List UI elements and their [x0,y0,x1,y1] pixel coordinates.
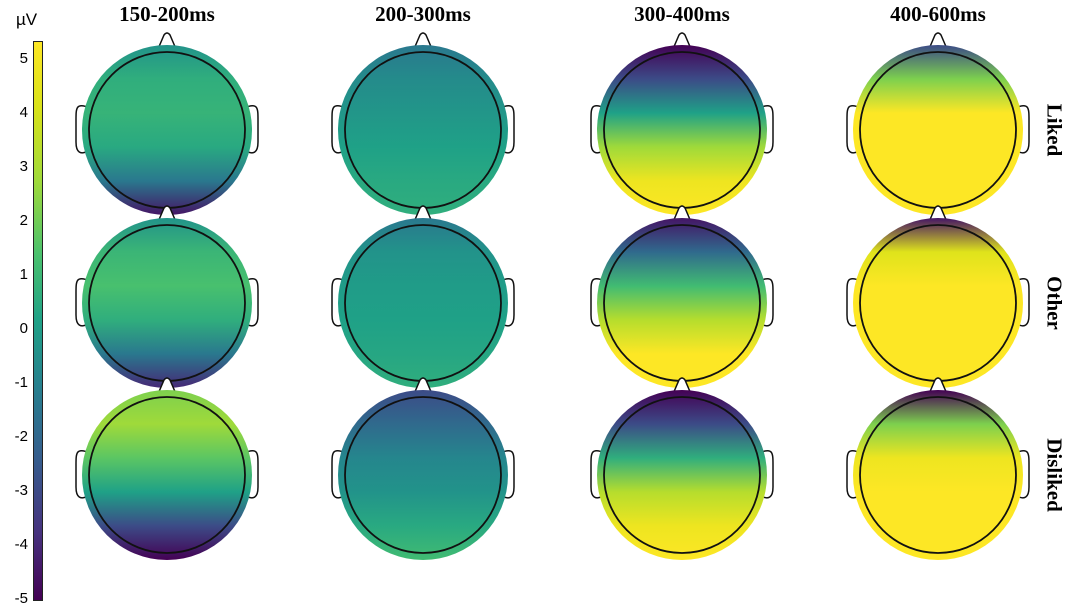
topomap [590,205,774,388]
topomap [75,32,259,215]
colorbar-tick-label: -3 [14,482,28,499]
topomap [846,205,1030,388]
nose-outline [928,377,948,395]
nose-outline [157,205,177,223]
nose-outline [413,377,433,395]
colorbar-tick-label: 1 [19,266,28,283]
scalp-potential-map [338,218,508,388]
colorbar-tick-label: 3 [19,158,28,175]
nose-outline [672,205,692,223]
topomap [846,32,1030,215]
topomap [75,205,259,388]
topomap [331,205,515,388]
scalp-potential-map [597,45,767,215]
column-title: 300-400ms [634,2,730,26]
nose-outline [157,377,177,395]
colorbar-tick-label: -2 [14,428,28,445]
row-label: Liked [1042,103,1067,157]
scalp-potential-map [82,45,252,215]
colorbar-unit-label: µV [16,10,38,29]
colorbar [33,41,43,601]
head-outline [344,396,502,554]
colorbar-tick-label: -4 [14,536,28,553]
colorbar-tick-label: -5 [14,590,28,607]
nose-outline [413,205,433,223]
head-outline [859,396,1017,554]
column-title: 150-200ms [119,2,215,26]
nose-outline [672,377,692,395]
scalp-potential-map [82,390,252,560]
nose-outline [672,32,692,50]
nose-outline [928,32,948,50]
topomap [331,32,515,215]
row-label: Disliked [1042,438,1067,512]
head-outline [603,396,761,554]
topomap [590,32,774,215]
scalp-potential-map [82,218,252,388]
nose-outline [928,205,948,223]
topomap [331,377,515,560]
colorbar-tick-label: 2 [19,212,28,229]
scalp-potential-map [597,390,767,560]
colorbar-tick-label: 5 [19,50,28,67]
row-label: Other [1042,276,1067,330]
scalp-potential-map [853,390,1023,560]
nose-outline [157,32,177,50]
scalp-potential-map [853,45,1023,215]
column-title: 400-600ms [890,2,986,26]
topomap [846,377,1030,560]
column-title: 200-300ms [375,2,471,26]
scalp-potential-map [597,218,767,388]
nose-outline [413,32,433,50]
scalp-potential-map [338,45,508,215]
colorbar-tick-label: 0 [19,320,28,337]
colorbar-tick-label: 4 [19,104,28,121]
scalp-potential-map [853,218,1023,388]
scalp-potential-map [338,390,508,560]
topomap [75,377,259,560]
topomap [590,377,774,560]
colorbar-tick-label: -1 [14,374,28,391]
head-outline [88,396,246,554]
